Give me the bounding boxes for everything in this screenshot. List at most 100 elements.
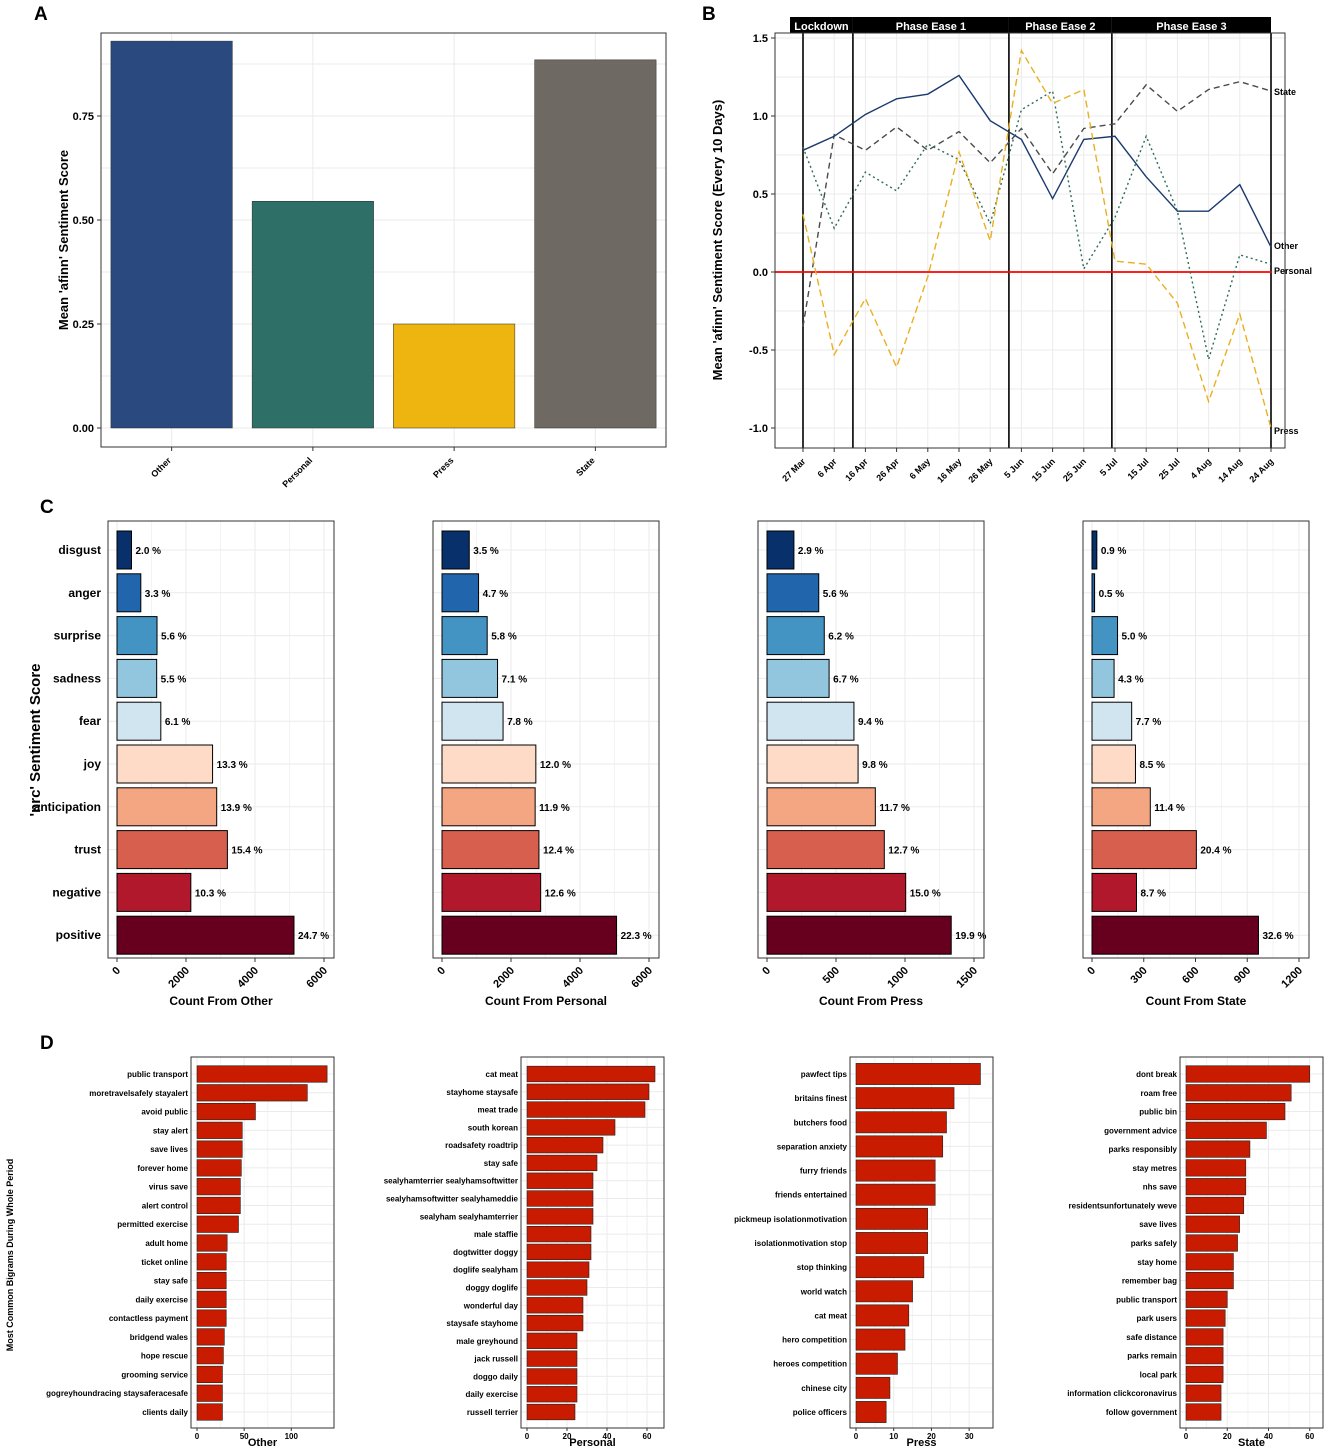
panel-c-bar-value-label: 2.9 % [798, 546, 824, 557]
panel-c-x-tick-label: 1200 [1279, 965, 1305, 991]
panel-c-category-label: fear [79, 714, 101, 728]
panel-c-bar-value-label: 9.4 % [858, 717, 884, 728]
panel-c-bar-disgust [441, 530, 470, 570]
panel-d-bar-furry-friends [855, 1159, 936, 1182]
panel-d-category-label: dogtwitter doggy [453, 1248, 518, 1257]
panel-d-x-axis-title: Other [248, 1437, 278, 1449]
panel-a-y-tick-label: 0.25 [73, 319, 94, 331]
panel-d-x-tick-label: 20 [563, 1432, 572, 1441]
panel-d-category-label: hope rescue [141, 1352, 189, 1361]
panel-b-series-line-personal [802, 89, 1272, 360]
panel-c-bar-trust [1091, 830, 1197, 870]
panel-d-x-tick-label: 40 [603, 1432, 612, 1441]
panel-d-bar-save-lives [1185, 1215, 1240, 1233]
panel-d-category-label: daily exercise [466, 1390, 519, 1399]
panel-c-category-label: anger [68, 586, 101, 600]
panel-c-bar-value-label: 5.8 % [491, 632, 517, 643]
panel-d-bar-remember-bag [1185, 1271, 1234, 1290]
panel-d-category-label: nhs save [1143, 1183, 1178, 1192]
panel-a-y-axis-title: Mean 'afinn' Sentiment Score [56, 150, 71, 330]
panel-d-category-label: pickmeup isolationmotivation [734, 1215, 847, 1224]
panel-d-category-label: cat meat [486, 1070, 519, 1079]
panel-b-y-tick-label: -0.5 [749, 345, 768, 357]
panel-b-phase-label: Phase Ease 2 [1025, 21, 1095, 33]
panel-c-x-tick-label: 300 [1128, 965, 1149, 986]
panel-c-bar-value-label: 5.6 % [161, 632, 187, 643]
panel-d-bar-isolationmotivation-stop [855, 1232, 928, 1254]
panel-d-bar-adult-home [196, 1234, 228, 1252]
panel-d-bar-doggo-daily [526, 1368, 578, 1385]
panel-a-bar-personal [251, 201, 374, 429]
panel-d-bigram-bar-charts: Most Common Bigrams During Whole Period p… [5, 1056, 1324, 1449]
panel-b-x-tick-label: 26 Apr [874, 456, 901, 483]
panel-c-bar-value-label: 10.3 % [195, 888, 226, 899]
panel-d-category-label: heroes competition [773, 1360, 847, 1369]
panel-d-category-label: friends entertained [775, 1191, 847, 1200]
panel-a-plot-border [100, 32, 667, 448]
panel-d-category-label: government advice [1104, 1126, 1177, 1135]
panel-d-category-label: stay home [1137, 1258, 1177, 1267]
panel-d-bar-gogreyhoundracing-staysaferacesafe [196, 1384, 223, 1402]
panel-d-category-label: follow government [1106, 1408, 1177, 1417]
panel-d-bar-save-lives [196, 1140, 243, 1158]
panel-d-category-label: public transport [127, 1070, 188, 1079]
panel-d-x-tick-label: 60 [1305, 1432, 1314, 1441]
panel-d-category-label: furry friends [800, 1167, 848, 1176]
panel-d-bar-local-park [1185, 1365, 1224, 1384]
panel-c-bar-value-label: 3.5 % [473, 546, 499, 557]
panel-d-category-label: gogreyhoundracing staysaferacesafe [46, 1389, 188, 1398]
panel-b-plot-area [775, 33, 1285, 448]
panel-d-category-label: residentsunfortunately weve [1069, 1201, 1178, 1210]
panel-d-bar-information-clickcoronavirus [1185, 1384, 1222, 1402]
panel-d-category-label: roadsafety roadtrip [445, 1141, 518, 1150]
panel-d-category-label: stay alert [153, 1126, 188, 1135]
panel-d-category-label: public transport [1116, 1295, 1177, 1304]
panel-d-category-label: doggo daily [473, 1372, 518, 1381]
panel-a-y-tick-label: 0.50 [73, 215, 94, 227]
panel-b-x-tick-label: 16 Apr [843, 456, 870, 483]
panel-c-bar-sadness [1091, 658, 1115, 698]
panel-d-category-label: stay metres [1133, 1164, 1178, 1173]
panel-b-x-tick-label: 15 Jun [1030, 456, 1057, 483]
panel-d-bar-stay-safe [196, 1271, 227, 1290]
panel-d-category-label: clients daily [142, 1408, 188, 1417]
panel-c-bar-value-label: 5.6 % [823, 589, 849, 600]
panel-c-bar-value-label: 4.7 % [483, 589, 509, 600]
panel-d-category-label: permitted exercise [117, 1220, 188, 1229]
panel-d-x-tick-label: 0 [195, 1432, 200, 1441]
panel-d-category-label: local park [1140, 1370, 1178, 1379]
panel-d-bar-follow-government [1185, 1403, 1222, 1421]
panel-d-x-tick-label: 60 [643, 1432, 652, 1441]
panel-c-bar-value-label: 4.3 % [1118, 674, 1144, 685]
panel-d-category-label: sealyhamterrier sealyhamsoftwitter [384, 1177, 518, 1186]
panel-c-bar-positive [766, 915, 952, 955]
panel-d-bar-stay-metres [1185, 1159, 1247, 1177]
panel-b-y-axis-title: Mean 'afinn' Sentiment Score (Every 10 D… [710, 100, 725, 381]
panel-c-bar-value-label: 6.7 % [833, 674, 859, 685]
panel-d-bar-contactless-payment [196, 1309, 227, 1327]
panel-d-bar-heroes-competition [855, 1352, 898, 1375]
panel-d-bar-dont-break [1185, 1065, 1311, 1083]
panel-b-series-line-state [802, 80, 1272, 327]
panel-c-x-tick-label: 1500 [954, 965, 980, 991]
panel-d-bar-forever-home [196, 1159, 242, 1177]
panel-d-bar-dogtwitter-doggy [526, 1243, 592, 1261]
panel-d-facet-border [1179, 1056, 1324, 1429]
panel-d-bar-permitted-exercise [196, 1215, 239, 1233]
panel-c-bar-value-label: 6.2 % [828, 632, 854, 643]
panel-a-x-tick-label: Press [431, 455, 455, 479]
panel-d-category-label: remember bag [1122, 1277, 1177, 1286]
panel-d-category-label: meat trade [478, 1106, 519, 1115]
panel-c-bar-value-label: 12.0 % [540, 760, 571, 771]
panel-c-x-tick-label: 4000 [560, 965, 586, 991]
panel-d-bar-stay-safe [526, 1154, 598, 1172]
panel-c-bar-value-label: 24.7 % [298, 931, 329, 942]
panel-d-category-label: daily exercise [136, 1295, 189, 1304]
panel-d-bar-clients-daily [196, 1403, 223, 1421]
panel-d-facet-border [520, 1056, 665, 1429]
panel-d-category-label: save lives [1139, 1220, 1177, 1229]
panel-d-bar-grooming-service [196, 1365, 223, 1384]
panel-d-bar-safe-distance [1185, 1328, 1224, 1346]
panel-d-category-label: contactless payment [109, 1314, 188, 1323]
panel-c-bar-value-label: 12.4 % [543, 846, 574, 857]
